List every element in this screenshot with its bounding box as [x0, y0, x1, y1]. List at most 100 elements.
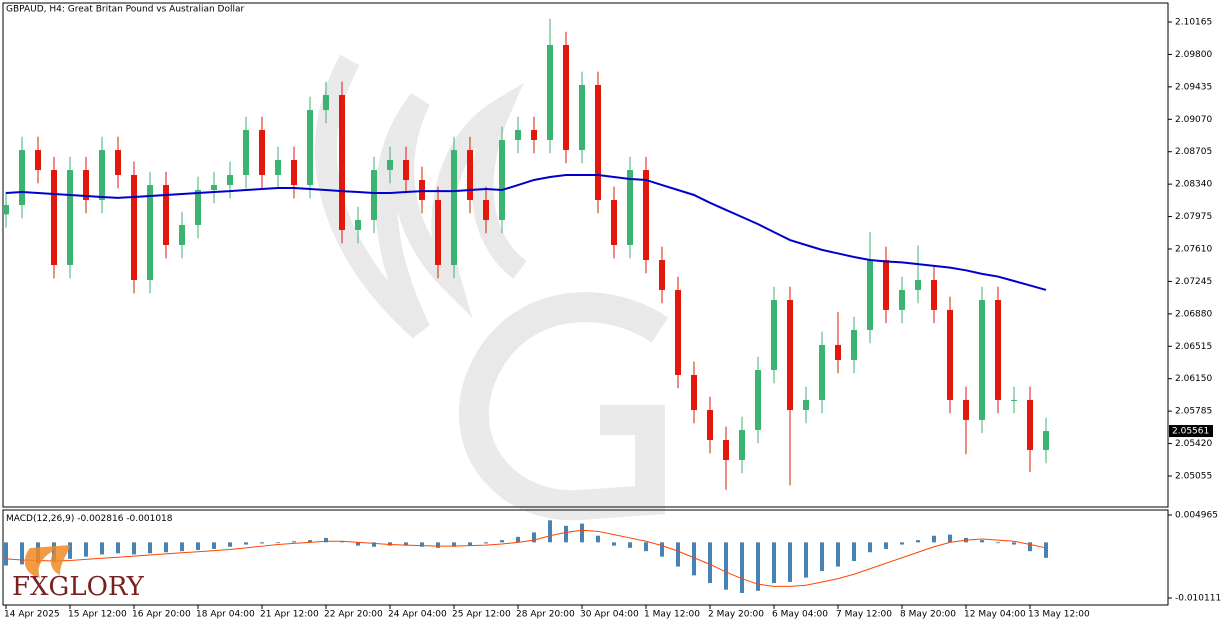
macd-bar: [116, 542, 120, 554]
macd-bar: [340, 541, 344, 543]
candle-body: [179, 225, 185, 246]
candle-body: [675, 289, 681, 375]
macd-bar: [276, 542, 280, 544]
macd-bar: [1044, 542, 1048, 558]
candle-body: [499, 139, 505, 220]
macd-bar: [372, 542, 376, 547]
macd-bar: [740, 542, 744, 593]
macd-bar: [388, 542, 392, 546]
candle-body: [963, 399, 969, 420]
candle-body: [947, 309, 953, 400]
candle-body: [243, 129, 249, 175]
macd-bar: [660, 542, 664, 557]
candle-body: [915, 280, 921, 290]
x-tick-label: 24 Apr 04:00: [388, 610, 447, 620]
y-tick-label: 2.10165: [1175, 18, 1212, 28]
signal-line: [5, 529, 1047, 587]
candle-body: [483, 199, 489, 220]
candle-body: [35, 150, 41, 171]
price-panel: [2, 2, 1169, 508]
candle-body: [659, 260, 665, 290]
candle-body: [259, 129, 265, 175]
y-tick-label: 0.004965: [1175, 510, 1218, 520]
macd-bar: [308, 540, 312, 543]
candle-body: [867, 260, 873, 330]
candle-body: [323, 95, 329, 110]
macd-bar: [836, 542, 840, 567]
candle-body: [387, 159, 393, 171]
macd-bar: [484, 542, 488, 544]
candle-body: [755, 370, 761, 430]
brand: FXGLORY: [12, 572, 145, 602]
candle-body: [211, 185, 217, 191]
macd-bar: [132, 542, 136, 555]
y-tick-label: 2.06880: [1175, 309, 1212, 319]
y-tick-label: 2.06515: [1175, 342, 1212, 352]
candle-body: [1027, 399, 1033, 450]
logo-flame: [24, 545, 70, 578]
macd-bar: [532, 532, 536, 543]
candle-body: [67, 170, 73, 265]
macd-bar: [1028, 542, 1032, 552]
macd-bar: [996, 542, 1000, 544]
macd-bar: [612, 542, 616, 546]
macd-bar: [980, 540, 984, 543]
candle-body: [115, 150, 121, 175]
candle-body: [3, 205, 9, 215]
macd-bar: [548, 520, 552, 543]
candle-body: [979, 299, 985, 420]
candle-body: [643, 170, 649, 261]
x-tick-label: 15 Apr 12:00: [68, 610, 127, 620]
macd-bar: [164, 542, 168, 553]
macd-bar: [852, 542, 856, 562]
macd-bar: [4, 542, 8, 566]
candle-body: [787, 299, 793, 410]
macd-bar: [788, 542, 792, 582]
y-tick-label: 2.07610: [1175, 245, 1212, 255]
macd-bar: [420, 542, 424, 547]
macd-bar: [692, 542, 696, 576]
macd-bar: [916, 540, 920, 543]
macd-bar: [436, 542, 440, 548]
macd-bar: [20, 542, 24, 565]
candle-body: [931, 280, 937, 310]
macd-bar: [212, 542, 216, 549]
y-tick-label: 2.07975: [1175, 212, 1212, 222]
candle-body: [835, 344, 841, 360]
candle-body: [1011, 399, 1017, 401]
y-tick-label: 2.09800: [1175, 50, 1212, 60]
macd-panel: [2, 509, 1169, 606]
macd-bar: [500, 540, 504, 543]
x-tick-label: 22 Apr 20:00: [324, 610, 383, 620]
moving-average: [5, 173, 1047, 291]
y-tick-label: 2.08340: [1175, 180, 1212, 190]
macd-bar: [804, 542, 808, 578]
macd-bar: [468, 542, 472, 546]
candle-body: [435, 199, 441, 265]
candle-body: [547, 45, 553, 140]
x-tick-label: 6 May 04:00: [772, 610, 828, 620]
candle-body: [307, 109, 313, 186]
x-tick-label: 18 Apr 04:00: [196, 610, 255, 620]
macd-bar: [68, 542, 72, 559]
candle-body: [163, 185, 169, 246]
candle-body: [563, 45, 569, 151]
y-tick-label: 2.05055: [1175, 471, 1212, 481]
candle-body: [739, 429, 745, 461]
macd-title: MACD(12,26,9) -0.002816 -0.001018: [6, 514, 173, 524]
macd-bar: [292, 541, 296, 543]
candle-body: [147, 185, 153, 281]
x-tick-label: 28 Apr 20:00: [516, 610, 575, 620]
candle-body: [627, 170, 633, 246]
chart-title: GBPAUD, H4: Great Britan Pound vs Austra…: [6, 5, 244, 15]
y-tick-label: 2.09070: [1175, 115, 1212, 125]
x-tick-label: 12 May 04:00: [964, 610, 1026, 620]
macd-bar: [148, 542, 152, 554]
candle-body: [275, 159, 281, 175]
candle-body: [291, 159, 297, 186]
x-tick-label: 2 May 20:00: [708, 610, 764, 620]
macd-bar: [1012, 542, 1016, 545]
macd-bar: [596, 535, 600, 543]
candle-body: [707, 409, 713, 441]
macd-bar: [932, 535, 936, 543]
